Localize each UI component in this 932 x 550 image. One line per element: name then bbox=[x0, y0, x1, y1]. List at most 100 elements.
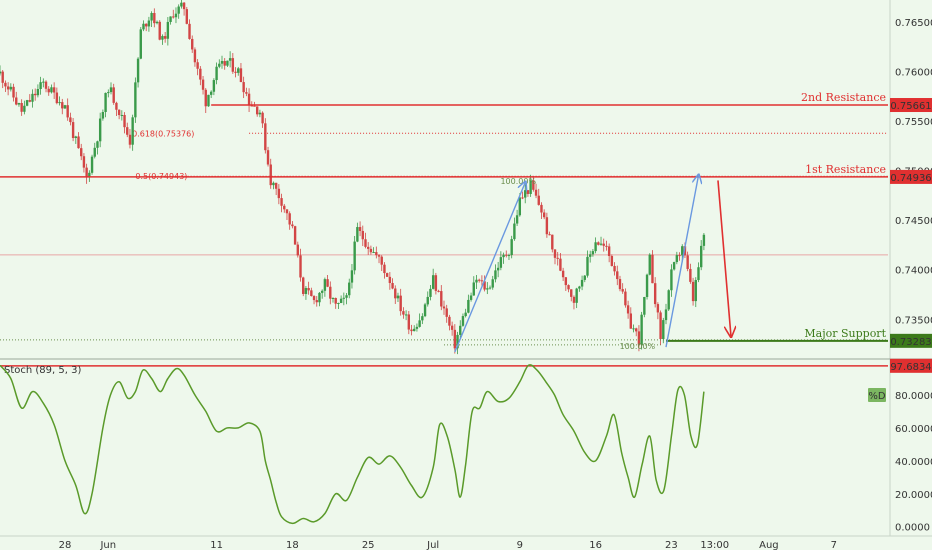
candle-down bbox=[402, 311, 405, 315]
candle-down bbox=[250, 105, 253, 107]
candle-down bbox=[199, 68, 202, 80]
candle-up bbox=[134, 82, 137, 118]
candle-up bbox=[413, 328, 416, 332]
candle-down bbox=[564, 277, 568, 286]
candle-up bbox=[496, 267, 500, 271]
candle-down bbox=[253, 105, 256, 107]
candle-up bbox=[599, 243, 603, 245]
projection-arrow-down bbox=[717, 180, 731, 336]
candle-down bbox=[683, 246, 687, 256]
candle-up bbox=[50, 87, 53, 93]
candle-up bbox=[323, 279, 327, 291]
candle-down bbox=[115, 102, 118, 110]
candle-down bbox=[383, 264, 386, 274]
candle-up bbox=[694, 280, 697, 302]
candle-up bbox=[350, 270, 354, 283]
level-price-tag-text: 0.75661 bbox=[890, 101, 931, 112]
candle-down bbox=[291, 224, 294, 227]
candle-down bbox=[410, 329, 413, 332]
resistance-label: 2nd Resistance bbox=[801, 91, 886, 104]
candle-up bbox=[17, 103, 21, 105]
candle-down bbox=[20, 103, 23, 112]
candle-down bbox=[653, 283, 657, 305]
candle-up bbox=[575, 288, 578, 303]
candle-up bbox=[209, 91, 213, 95]
stoch-tick-label: 40.0000 bbox=[895, 457, 932, 468]
stoch-level-tag-text: 97.6834 bbox=[890, 362, 931, 373]
candle-up bbox=[139, 29, 142, 59]
candle-up bbox=[120, 114, 124, 116]
candle-up bbox=[36, 89, 40, 96]
candle-down bbox=[52, 87, 56, 93]
time-tick-label: 11 bbox=[210, 540, 223, 550]
candle-down bbox=[540, 204, 543, 213]
candle-up bbox=[421, 316, 424, 321]
candle-down bbox=[310, 290, 313, 297]
candle-down bbox=[153, 12, 156, 24]
candle-down bbox=[659, 312, 662, 340]
candle-down bbox=[610, 256, 614, 266]
candle-down bbox=[293, 226, 297, 245]
candle-down bbox=[1, 71, 4, 83]
candle-down bbox=[302, 277, 305, 294]
candle-down bbox=[28, 100, 31, 102]
candle-up bbox=[9, 86, 13, 90]
candle-up bbox=[331, 297, 335, 299]
candle-up bbox=[215, 66, 218, 81]
candle-down bbox=[204, 89, 207, 107]
candle-down bbox=[299, 255, 302, 278]
candle-down bbox=[394, 288, 397, 299]
candle-up bbox=[529, 180, 532, 194]
candle-up bbox=[681, 246, 684, 256]
candle-down bbox=[570, 289, 573, 297]
candle-up bbox=[594, 242, 597, 252]
candle-down bbox=[556, 257, 559, 259]
candle-down bbox=[255, 106, 259, 115]
candle-down bbox=[442, 306, 446, 309]
candle-down bbox=[15, 97, 18, 105]
candle-up bbox=[667, 290, 670, 310]
candle-up bbox=[702, 234, 706, 246]
candle-up bbox=[101, 112, 105, 119]
candle-up bbox=[147, 20, 151, 27]
candle-down bbox=[391, 283, 394, 289]
time-tick-label: 16 bbox=[589, 540, 602, 550]
candle-up bbox=[207, 94, 210, 107]
candle-down bbox=[358, 227, 362, 231]
candle-down bbox=[112, 87, 115, 103]
candle-down bbox=[66, 105, 69, 118]
candle-up bbox=[588, 254, 592, 257]
stoch-tick-label: 80.0000 bbox=[895, 391, 932, 402]
candle-up bbox=[518, 197, 522, 216]
candle-down bbox=[163, 36, 167, 39]
candle-up bbox=[318, 292, 321, 303]
candle-down bbox=[172, 16, 175, 18]
candle-down bbox=[247, 93, 251, 106]
candle-up bbox=[304, 288, 308, 294]
candle-up bbox=[174, 13, 178, 18]
candle-up bbox=[342, 297, 346, 299]
candle-up bbox=[486, 288, 489, 290]
candle-up bbox=[339, 298, 343, 303]
time-tick-label: 7 bbox=[831, 540, 837, 550]
candle-down bbox=[69, 117, 72, 123]
candle-down bbox=[285, 209, 289, 214]
candle-up bbox=[459, 325, 462, 335]
stoch-d-line bbox=[0, 364, 705, 525]
candle-up bbox=[169, 16, 172, 22]
candle-down bbox=[480, 280, 484, 282]
candle-down bbox=[12, 86, 15, 98]
candle-down bbox=[239, 68, 243, 83]
fib-level-label: 0.618(0.75376) bbox=[132, 129, 194, 138]
candle-up bbox=[237, 68, 240, 73]
candle-up bbox=[109, 87, 113, 93]
candle-down bbox=[128, 134, 132, 145]
candle-down bbox=[193, 49, 197, 63]
candle-up bbox=[142, 23, 145, 30]
candle-up bbox=[39, 82, 42, 90]
candle-up bbox=[648, 254, 651, 275]
candle-up bbox=[675, 255, 679, 263]
